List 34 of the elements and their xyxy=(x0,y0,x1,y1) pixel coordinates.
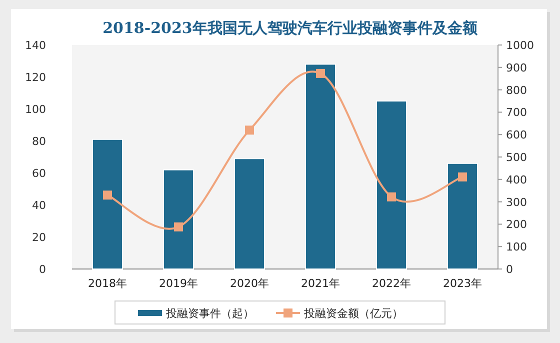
y-tick-label: 40 xyxy=(32,199,46,212)
x-tick-label: 2023年 xyxy=(443,277,482,290)
y2-tick-label: 700 xyxy=(506,106,527,120)
y2-tick-label: 0 xyxy=(506,263,513,276)
legend-label: 投融资金额（亿元） xyxy=(303,307,403,320)
point xyxy=(103,190,112,200)
point xyxy=(458,172,467,182)
chart-title: 2018-2023年我国无人驾驶汽车行业投融资事件及金额 xyxy=(102,19,478,37)
y-tick-label: 80 xyxy=(32,135,46,148)
y2-tick-label: 300 xyxy=(506,196,527,209)
y2-tick-label: 900 xyxy=(506,61,527,74)
x-tick-label: 2021年 xyxy=(301,277,340,290)
point xyxy=(174,222,183,232)
x-tick-label: 2020年 xyxy=(230,277,269,290)
y-tick-label: 140 xyxy=(25,39,46,52)
y-tick-label: 20 xyxy=(32,231,46,244)
y2-tick-label: 500 xyxy=(506,151,527,164)
y2-tick-label: 100 xyxy=(506,240,527,254)
y-tick-label: 60 xyxy=(32,167,46,180)
point xyxy=(316,68,325,78)
y2-tick-label: 1000 xyxy=(506,39,534,52)
y-tick-label: 100 xyxy=(25,103,46,116)
y-tick-label: 0 xyxy=(39,263,46,276)
x-tick-label: 2018年 xyxy=(88,277,127,290)
x-tick-label: 2019年 xyxy=(159,277,198,290)
y2-tick-label: 600 xyxy=(506,128,527,142)
y2-tick-label: 400 xyxy=(506,173,527,186)
point xyxy=(245,126,254,135)
point xyxy=(387,192,396,202)
y-tick-label: 120 xyxy=(25,71,46,84)
legend-label: 投融资事件（起） xyxy=(165,307,254,320)
x-tick-label: 2022年 xyxy=(372,277,411,290)
y2-tick-label: 800 xyxy=(506,84,527,97)
y2-tick-label: 200 xyxy=(506,218,527,232)
